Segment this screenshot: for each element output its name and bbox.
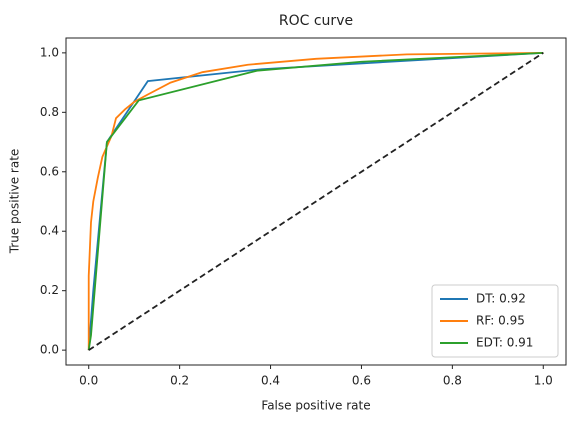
y-tick-label: 0.0 — [40, 343, 59, 357]
y-tick-label: 1.0 — [40, 45, 59, 59]
y-tick-label: 0.6 — [40, 164, 59, 178]
plot-frame — [65, 37, 567, 366]
legend-label: DT: 0.92 — [476, 292, 526, 306]
x-tick-label: 0.8 — [443, 374, 462, 388]
legend-label: RF: 0.95 — [476, 314, 525, 328]
x-tick-label: 0.2 — [170, 374, 189, 388]
chart-title: ROC curve — [279, 13, 353, 29]
x-tick-label: 0.4 — [261, 374, 280, 388]
legend-label: EDT: 0.91 — [476, 336, 533, 350]
reference-line — [88, 52, 544, 351]
legend-box — [431, 284, 559, 358]
y-tick-label: 0.2 — [40, 283, 59, 297]
roc-line — [87, 51, 544, 351]
x-tick-label: 0.0 — [79, 374, 98, 388]
x-tick-label: 1.0 — [534, 374, 553, 388]
y-axis-label: True positive rate — [8, 149, 22, 255]
y-tick-label: 0.4 — [40, 224, 59, 238]
y-tick-label: 0.8 — [40, 105, 59, 119]
x-axis-label: False positive rate — [261, 399, 370, 413]
x-tick-label: 0.6 — [352, 374, 371, 388]
roc-line — [87, 51, 544, 351]
